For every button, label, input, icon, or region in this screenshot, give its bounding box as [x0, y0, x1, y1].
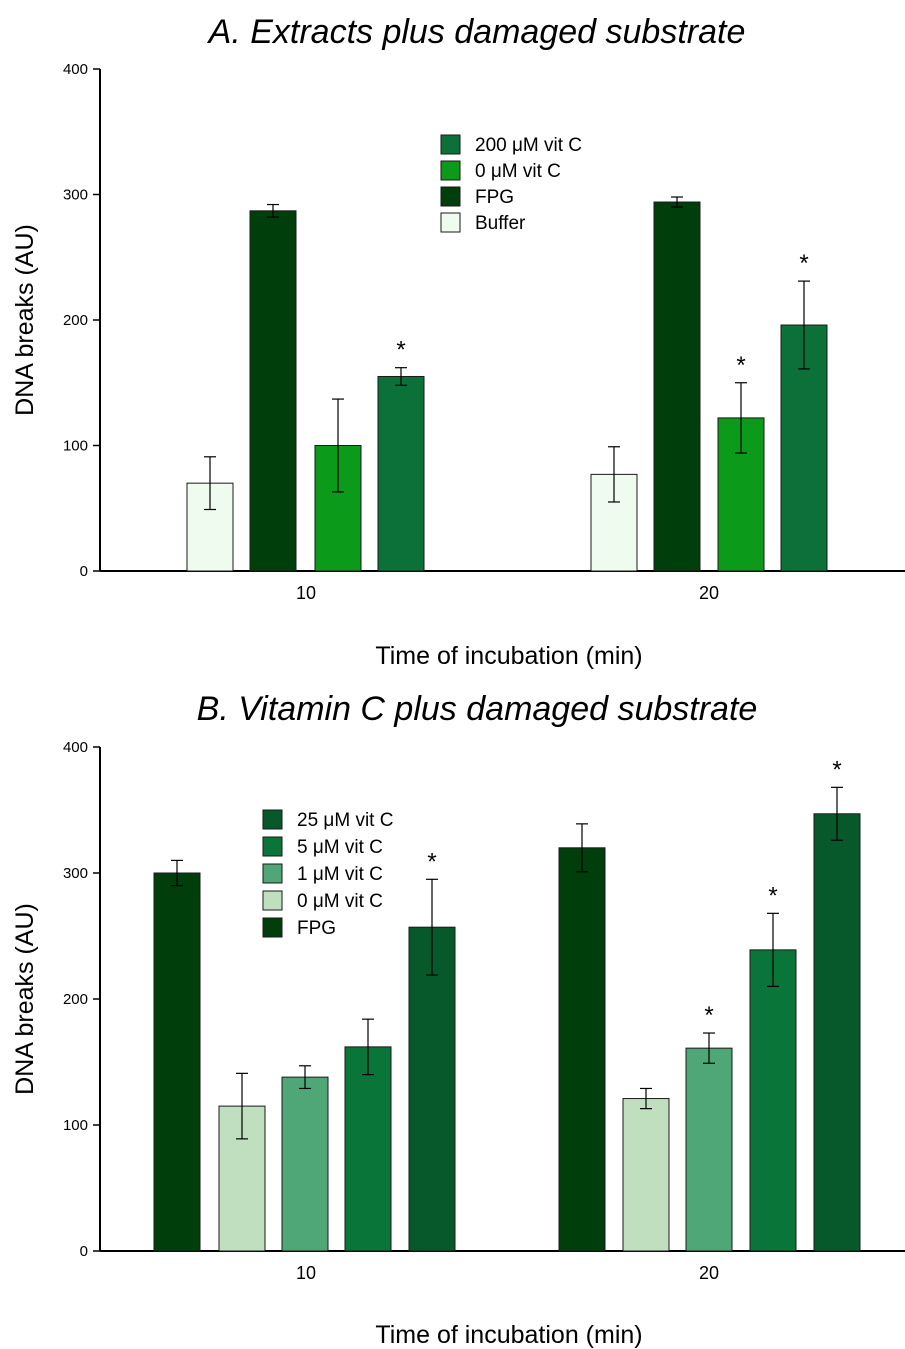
legend-label: 5 μM vit C — [297, 837, 383, 858]
legend-label: Buffer — [475, 213, 526, 234]
legend-label: 1 μM vit C — [297, 864, 383, 885]
x-axis-label: Time of incubation (min) — [375, 1321, 642, 1349]
y-tick-label: 300 — [63, 865, 88, 882]
legend-swatch — [262, 863, 283, 884]
bar — [558, 847, 606, 1252]
x-tick-label: 20 — [699, 1263, 719, 1283]
bar — [653, 201, 701, 572]
bar — [249, 210, 297, 572]
y-tick-label: 400 — [63, 739, 88, 756]
legend-label: 200 μM vit C — [475, 135, 582, 156]
significance-marker: * — [832, 756, 841, 783]
legend-swatch — [440, 212, 461, 233]
x-tick-label: 10 — [296, 583, 316, 603]
legend-swatch — [262, 836, 283, 857]
bar — [622, 1098, 670, 1252]
y-tick-label: 0 — [80, 1243, 88, 1260]
legend-swatch — [262, 890, 283, 911]
y-tick-label: 100 — [63, 1117, 88, 1134]
significance-marker: * — [396, 337, 405, 364]
bar — [377, 375, 425, 572]
y-axis-label: DNA breaks (AU) — [11, 903, 39, 1095]
legend-swatch — [440, 134, 461, 155]
legend-swatch — [262, 917, 283, 938]
bar — [813, 813, 861, 1252]
bar — [153, 872, 201, 1252]
x-tick-label: 10 — [296, 1263, 316, 1283]
y-tick-label: 300 — [63, 187, 88, 204]
legend-label: 0 μM vit C — [475, 161, 561, 182]
x-tick-label: 20 — [699, 583, 719, 603]
bar — [685, 1047, 733, 1252]
significance-marker: * — [427, 848, 436, 875]
legend-swatch — [262, 809, 283, 830]
legend-swatch — [440, 160, 461, 181]
significance-marker: * — [704, 1002, 713, 1029]
y-tick-label: 200 — [63, 991, 88, 1008]
y-tick-label: 100 — [63, 438, 88, 455]
bar — [749, 949, 797, 1252]
chart-title: B. Vitamin C plus damaged substrate — [197, 690, 758, 728]
bar — [408, 926, 456, 1252]
significance-marker: * — [799, 250, 808, 277]
bar — [281, 1076, 329, 1252]
y-axis-label: DNA breaks (AU) — [11, 224, 39, 416]
legend-label: FPG — [475, 187, 514, 208]
x-axis-label: Time of incubation (min) — [375, 642, 642, 670]
legend-label: 0 μM vit C — [297, 891, 383, 912]
significance-marker: * — [736, 352, 745, 379]
significance-marker: * — [768, 882, 777, 909]
y-tick-label: 0 — [80, 563, 88, 580]
legend-label: 25 μM vit C — [297, 810, 393, 831]
legend-label: FPG — [297, 918, 336, 939]
y-tick-label: 200 — [63, 312, 88, 329]
bar — [344, 1046, 392, 1252]
legend-swatch — [440, 186, 461, 207]
y-tick-label: 400 — [63, 61, 88, 78]
chart-title: A. Extracts plus damaged substrate — [207, 13, 746, 51]
